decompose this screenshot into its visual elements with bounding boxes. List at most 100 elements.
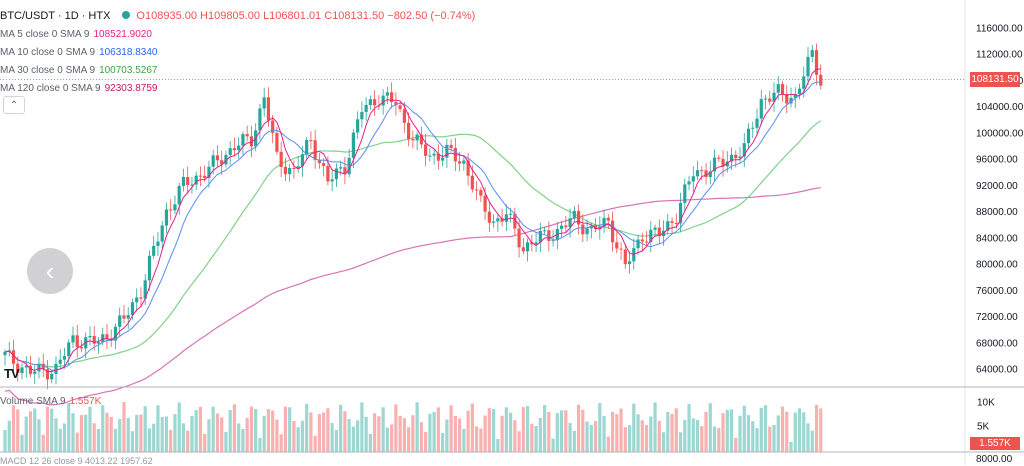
candle-body xyxy=(407,122,411,140)
volume-bar xyxy=(649,416,653,452)
candle-body xyxy=(41,363,45,370)
candle-body xyxy=(415,134,419,141)
candle-body xyxy=(593,225,598,230)
volume-bar xyxy=(275,419,279,452)
volume-bar xyxy=(742,405,746,452)
volume-bar xyxy=(712,426,717,452)
volume-bar xyxy=(249,406,254,452)
candle-body xyxy=(279,151,283,167)
candle-body xyxy=(79,347,84,349)
volume-legend[interactable]: Volume SMA 9 1.557K xyxy=(0,396,102,407)
ma5-legend[interactable]: MA 5 close 0 SMA 9 108521.9020 xyxy=(0,29,152,40)
candle-body xyxy=(525,242,530,252)
volume-bar xyxy=(521,407,525,452)
candle-body xyxy=(496,218,500,222)
candle-body xyxy=(313,140,317,160)
volume-bar xyxy=(164,416,169,452)
volume-bar xyxy=(581,409,585,452)
candle-body xyxy=(695,170,700,177)
candle-body xyxy=(198,175,203,177)
volume-bar xyxy=(763,405,768,452)
volume-bar xyxy=(266,409,271,452)
volume-bar xyxy=(819,408,823,452)
volume-bar xyxy=(258,437,262,452)
candle-body xyxy=(636,239,640,249)
candle-body xyxy=(768,98,772,102)
volume-bar xyxy=(789,441,793,452)
candle-body xyxy=(130,302,135,316)
candle-body xyxy=(700,170,704,172)
volume-bar xyxy=(122,402,126,452)
candle-body xyxy=(288,167,292,175)
candle-body xyxy=(113,326,118,341)
candle-body xyxy=(704,170,708,178)
candle-body xyxy=(3,351,7,356)
candle-body xyxy=(356,119,360,133)
collapse-legend-button[interactable]: ⌃ xyxy=(3,96,25,114)
candle-body xyxy=(559,225,564,229)
candle-body xyxy=(564,225,568,228)
volume-bar xyxy=(143,406,147,452)
candle-body xyxy=(657,227,661,237)
candle-body xyxy=(237,145,241,151)
candle-body xyxy=(339,167,343,169)
volume-bar xyxy=(402,418,406,452)
candle-body xyxy=(152,245,156,256)
candle-body xyxy=(249,136,254,147)
macd-legend-partial: MACD 12 26 close 9 4013.22 1957.62 xyxy=(0,456,153,466)
candle-body xyxy=(169,209,173,211)
volume-bar xyxy=(156,405,160,452)
candle-body xyxy=(419,134,423,145)
candle-body xyxy=(551,240,555,242)
candlestick-series xyxy=(3,43,823,390)
candle-body xyxy=(28,365,33,374)
volume-bar xyxy=(58,428,62,452)
volume-bar xyxy=(220,417,224,452)
candle-body xyxy=(122,315,126,319)
volume-bar xyxy=(309,412,313,452)
candle-body xyxy=(666,221,670,231)
ma5-line xyxy=(4,68,821,372)
volume-bar xyxy=(721,413,725,452)
candle-body xyxy=(674,222,678,224)
volume-bar xyxy=(751,421,755,452)
candle-body xyxy=(164,209,169,226)
volume-bar xyxy=(241,429,245,452)
ma10-legend[interactable]: MA 10 close 0 SMA 9 106318.8340 xyxy=(0,47,158,58)
volume-bar xyxy=(254,408,258,452)
volume-bar xyxy=(173,414,177,452)
last-price-tag: 108131.50 xyxy=(970,72,1020,87)
volume-bar xyxy=(475,426,479,452)
candle-body xyxy=(746,128,751,144)
candle-body xyxy=(309,140,313,142)
status-dot-icon xyxy=(122,11,131,19)
volume-bar xyxy=(657,420,661,452)
candle-body xyxy=(147,255,152,281)
volume-bar xyxy=(687,404,691,452)
volume-bar xyxy=(385,427,389,452)
volume-bar xyxy=(207,419,211,452)
scroll-left-button[interactable]: ‹ xyxy=(27,248,73,294)
tradingview-logo[interactable]: TV xyxy=(4,366,20,381)
volume-bar xyxy=(793,412,797,452)
candle-body xyxy=(50,373,54,380)
symbol-label[interactable]: BTC/USDT · 1D · HTX xyxy=(0,10,111,22)
ma30-legend[interactable]: MA 30 close 0 SMA 9 100703.5267 xyxy=(0,65,158,76)
volume-last-tag: 1.557K xyxy=(970,437,1020,450)
candle-body xyxy=(734,154,738,159)
ma120-legend[interactable]: MA 120 close 0 SMA 9 92303.8759 xyxy=(0,83,158,94)
candle-body xyxy=(275,132,279,152)
volume-bar xyxy=(105,412,109,452)
candle-body xyxy=(20,367,24,374)
volume-bar xyxy=(360,402,364,452)
volume-bar xyxy=(334,429,338,452)
candle-body xyxy=(780,84,785,94)
volume-bar xyxy=(198,406,203,452)
candle-body xyxy=(610,220,615,243)
candle-body xyxy=(538,230,542,243)
volume-bar xyxy=(228,409,232,452)
volume-bar xyxy=(797,408,802,452)
candle-body xyxy=(62,356,67,360)
change-value: −802.50 (−0.74%) xyxy=(387,10,476,22)
